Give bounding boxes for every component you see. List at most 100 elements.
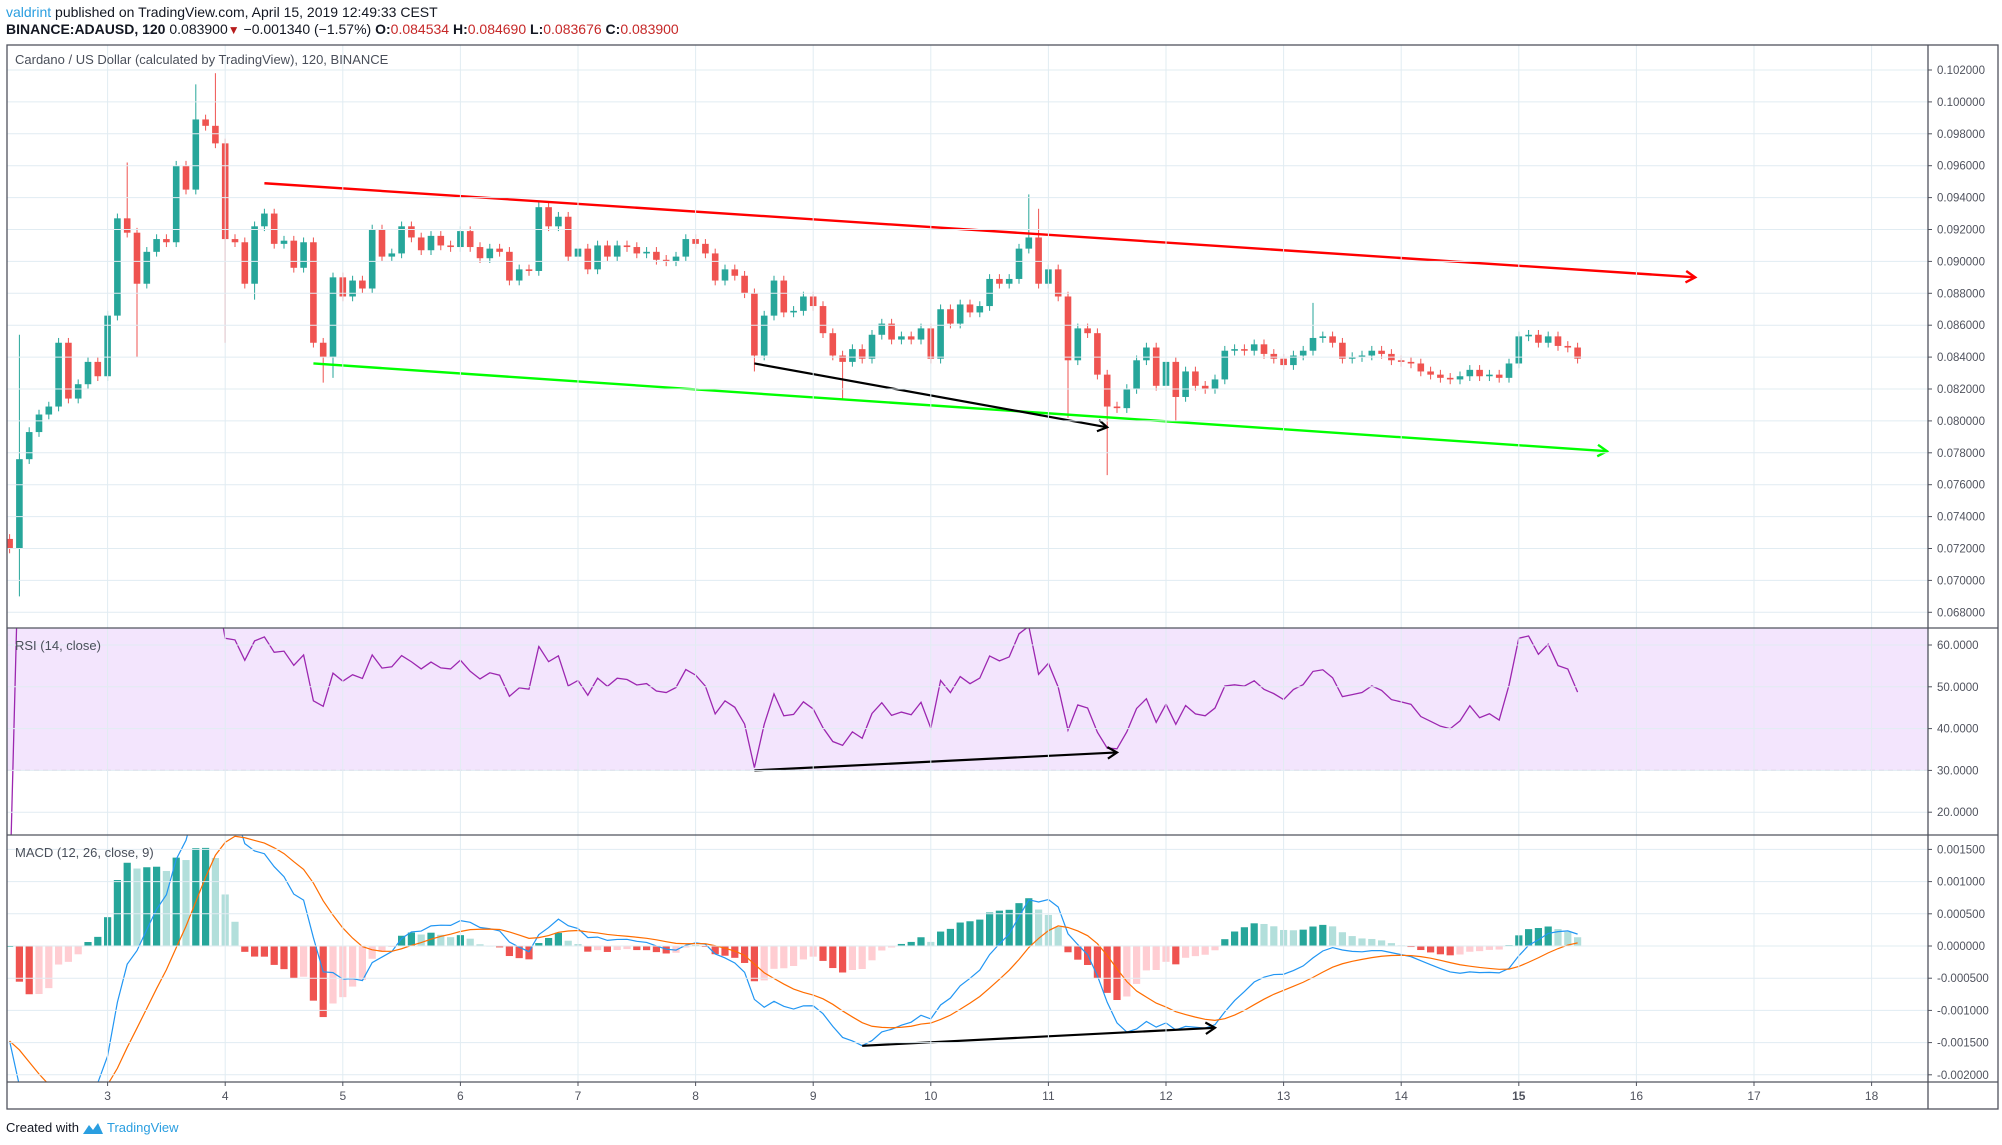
candle-body [1535,334,1542,343]
candle-body [74,384,82,399]
candle-body [555,216,562,227]
macd-histogram-bar [172,857,180,946]
candle-body [368,229,376,289]
candle-body [829,333,837,356]
candle-body [1299,350,1307,356]
candle-body [65,342,72,399]
candle-body [858,349,866,359]
rsi-axis-label: 60.0000 [1937,640,1979,652]
macd-histogram-bar [554,932,562,946]
macd-histogram-bar [1289,930,1297,946]
candle-body [956,304,964,324]
macd-histogram-bar [1240,927,1248,946]
candle-body [1554,336,1562,346]
candle-body [398,226,405,254]
macd-histogram-bar [1152,946,1160,970]
x-tick-label: 7 [575,1089,582,1103]
candle-body [653,251,660,260]
x-tick-label: 11 [1042,1089,1055,1103]
macd-axis-label: 0.000500 [1937,909,1985,921]
macd-histogram-bar [417,934,425,946]
macd-histogram-bar [241,946,249,952]
candle-body [319,342,327,358]
symbol-info: BINANCE:ADAUSD, 120 0.083900▼ −0.001340 … [6,21,679,37]
candle-body [1319,336,1327,338]
macd-histogram-bar [545,937,553,946]
candle-body [564,216,572,257]
candle-body [878,323,886,335]
candle-body [94,361,102,377]
macd-histogram-bar [1544,926,1552,946]
candle-body [7,538,13,549]
candle-body [1123,389,1131,409]
candle-body [1348,357,1356,359]
macd-histogram-bar [1485,946,1493,950]
candle-body [849,349,856,362]
candle-body [1378,350,1385,354]
close-label: C: [605,21,621,37]
macd-histogram-bar [123,862,131,946]
price-axis-label: 0.078000 [1937,448,1985,460]
candle-body [408,226,415,238]
macd-histogram-bar [603,946,611,952]
candle-body [613,245,621,257]
macd-histogram-bar [682,946,690,948]
macd-histogram-bar [407,932,415,946]
candle-body [417,237,425,251]
candle-body [1417,363,1425,372]
macd-histogram-bar [956,922,964,946]
candle-body [388,253,396,257]
candle-body [16,459,23,549]
candle-body [907,336,915,340]
macd-histogram-bar [1534,928,1542,946]
price-axis-label: 0.100000 [1937,97,1985,109]
candle-body [1544,336,1552,343]
price-axis-label: 0.096000 [1937,161,1985,173]
candle-body [996,278,1003,284]
candle-body [466,231,474,248]
candle-body [123,218,131,233]
macd-histogram-bar [270,946,278,965]
macd-histogram-bar [721,946,729,956]
candle-body [1172,361,1180,397]
macd-histogram-bar [731,946,739,958]
candle-body [986,278,993,307]
macd-histogram-bar [1407,946,1415,948]
x-tick-label: 3 [104,1089,111,1103]
macd-histogram-bar [1348,936,1356,946]
candle-body [917,328,925,340]
macd-histogram-bar [937,931,945,946]
macd-histogram-bar [25,946,33,995]
macd-histogram-bar [966,921,974,946]
x-tick-label: 6 [457,1089,464,1103]
candle-body [378,229,386,257]
candle-body [1466,369,1474,377]
macd-histogram-bar [300,946,308,977]
candle-body [1133,360,1140,389]
macd-histogram-bar [358,946,366,980]
candle-body [251,226,258,284]
candle-body [1064,296,1072,361]
macd-histogram-bar [231,921,239,946]
candle-body [1005,278,1013,284]
published-text: published on TradingView.com, April 15, … [55,4,438,20]
x-tick-label: 8 [692,1089,699,1103]
macd-histogram-bar [290,946,298,979]
macd-histogram-bar [760,946,768,981]
candle-body [202,119,209,126]
macd-histogram-bar [15,946,23,982]
macd-histogram-bar [192,848,200,946]
macd-histogram-bar [1221,939,1229,946]
price-axis-label: 0.102000 [1937,65,1985,77]
macd-histogram-bar [1387,943,1395,946]
macd-histogram-bar [437,934,445,946]
macd-histogram-bar [633,946,641,951]
tradingview-link[interactable]: TradingView [106,1120,179,1135]
author-link[interactable]: valdrint [6,4,52,20]
macd-histogram-bar [182,860,190,946]
candle-body [310,242,317,343]
open-value: 0.084534 [390,21,450,37]
macd-histogram-bar [74,946,82,955]
macd-histogram-bar [858,946,866,970]
